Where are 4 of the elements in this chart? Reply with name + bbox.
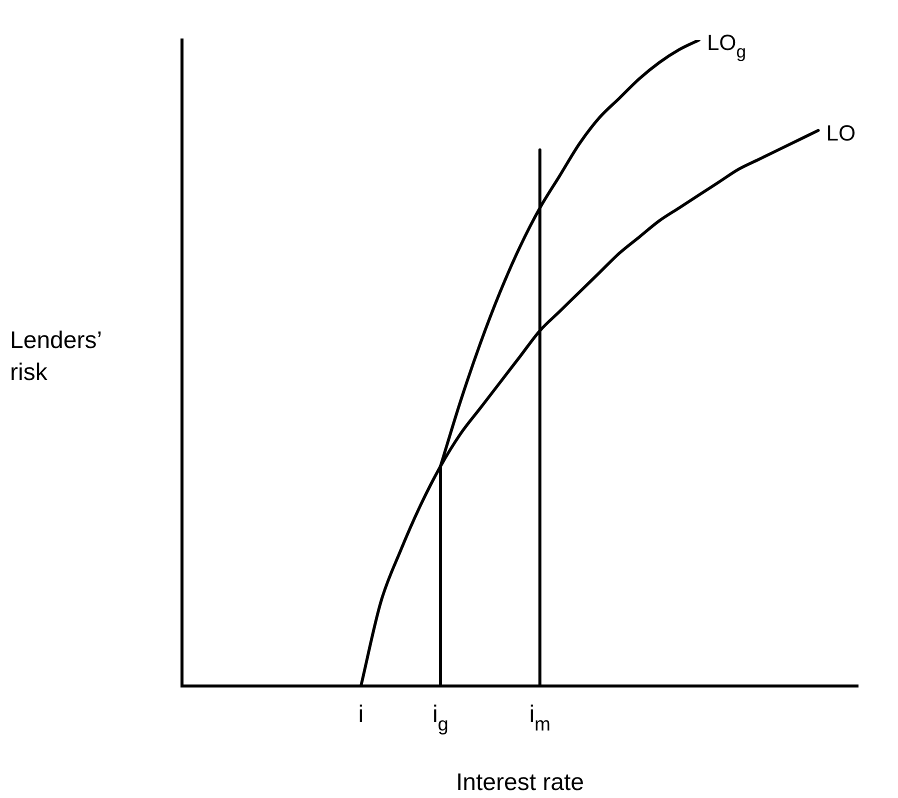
series-label: LO [826, 120, 856, 146]
x-tick-label: i [358, 701, 364, 728]
y-axis-title: Lenders’ risk [10, 327, 102, 386]
x-axis-title: Interest rate [456, 769, 584, 796]
